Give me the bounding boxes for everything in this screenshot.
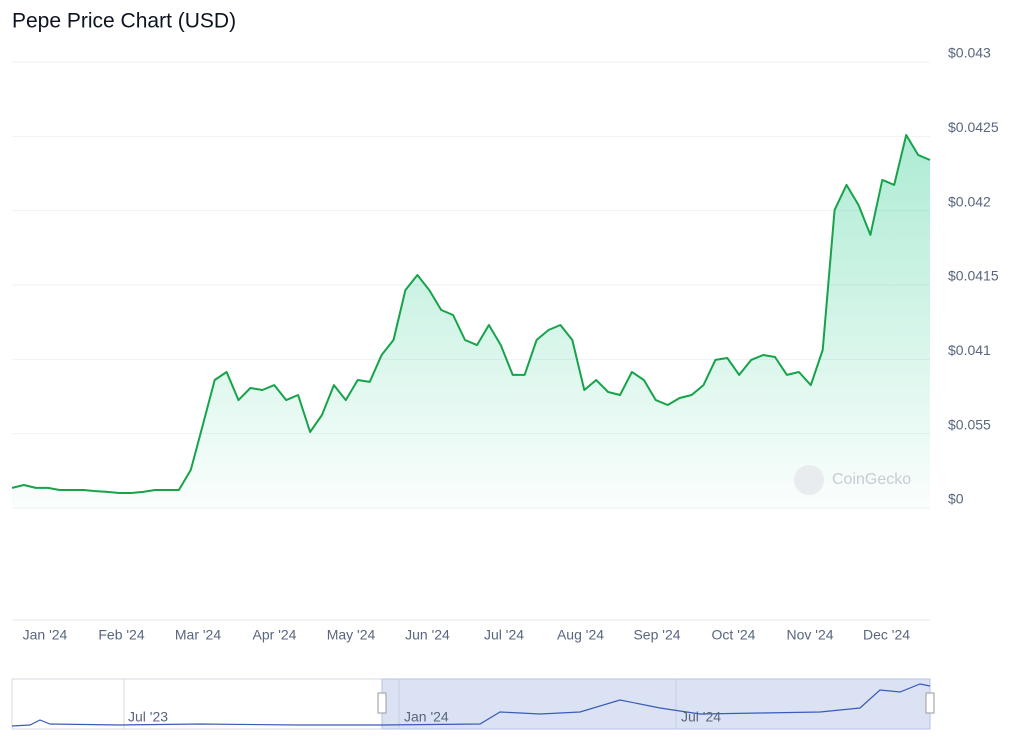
y-tick-label: $0.055 (948, 416, 991, 432)
navigator-handle[interactable] (925, 692, 935, 714)
y-tick-label: $0.0415 (948, 268, 999, 284)
navigator-label: Jul '24 (681, 709, 721, 725)
x-tick-label: Jan '24 (23, 627, 68, 643)
x-tick-label: Sep '24 (633, 627, 680, 643)
navigator-line (11, 683, 931, 727)
navigator-label: Jul '23 (128, 709, 168, 725)
x-tick-label: Oct '24 (712, 627, 756, 643)
x-tick-label: Dec '24 (863, 627, 910, 643)
y-tick-label: $0.043 (948, 45, 991, 61)
watermark-logo (794, 465, 824, 495)
price-area (12, 135, 930, 508)
x-tick-label: Aug '24 (557, 627, 604, 643)
watermark: CoinGecko (832, 471, 911, 488)
x-tick-label: May '24 (327, 627, 376, 643)
y-tick-label: $0 (948, 491, 964, 507)
x-tick-label: Jul '24 (484, 627, 524, 643)
x-tick-label: Feb '24 (98, 627, 144, 643)
x-tick-label: Mar '24 (175, 627, 221, 643)
y-tick-label: $0.041 (948, 342, 991, 358)
x-tick-label: Nov '24 (786, 627, 833, 643)
y-tick-label: $0.042 (948, 193, 991, 209)
chart-title: Pepe Price Chart (USD) (12, 10, 236, 33)
price-line (11, 134, 931, 494)
x-tick-label: Apr '24 (253, 627, 297, 643)
y-tick-label: $0.0425 (948, 119, 999, 135)
navigator-label: Jan '24 (404, 709, 449, 725)
x-tick-label: Jun '24 (405, 627, 450, 643)
navigator-window[interactable] (381, 678, 931, 730)
navigator-handle[interactable] (377, 692, 387, 714)
